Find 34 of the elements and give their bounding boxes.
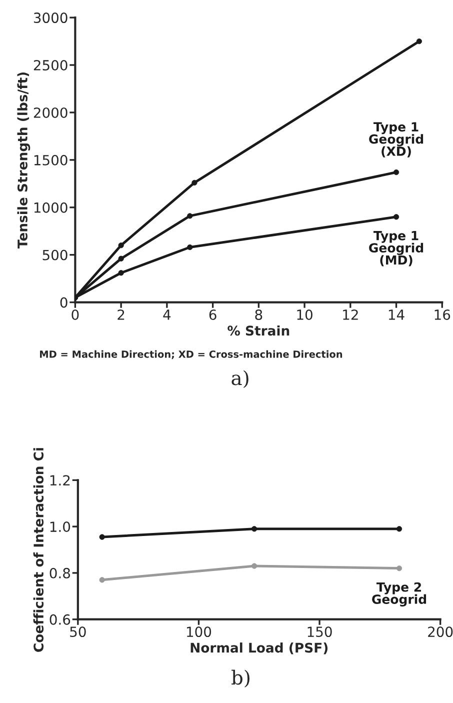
x-tick-label: 10 — [297, 309, 312, 320]
series-label: Type 2 Geogrid — [372, 582, 426, 606]
x-tick-label: 100 — [186, 626, 212, 638]
y-tick-label: 500 — [42, 250, 68, 260]
x-tick-label: 150 — [308, 626, 332, 638]
y-tick-label: 1.0 — [50, 522, 70, 532]
y-tick-label: 1000 — [34, 202, 68, 213]
x-tick-label: 4 — [163, 310, 171, 320]
x-tick-label: 6 — [209, 309, 216, 320]
text: b) — [232, 670, 250, 688]
x-tick-label: 14 — [388, 310, 404, 320]
series-label: Type 1 Geogrid (MD) — [369, 231, 424, 266]
x-axis-title: Normal Load (PSF) — [190, 642, 328, 654]
y-tick-label: 1.2 — [50, 475, 70, 486]
y-tick-label: 3000 — [34, 12, 68, 24]
y-tick-label: 2000 — [34, 107, 68, 118]
text: MD = Machine Direction; XD = Cross-machine Direction — [40, 350, 342, 360]
x-tick-label: 2 — [118, 309, 124, 320]
x-tick-label: 16 — [434, 309, 450, 320]
y-tick-label: 2500 — [34, 60, 68, 70]
x-tick-label: 50 — [70, 626, 86, 638]
text: a) — [232, 370, 248, 388]
x-tick-label: 200 — [428, 626, 453, 638]
y-axis-title: Tensile Strength (lbs/ft) — [17, 72, 30, 248]
x-tick-label: 0 — [72, 309, 79, 320]
y-tick-label: 0.6 — [50, 614, 70, 625]
y-tick-label: 0 — [60, 297, 68, 308]
y-tick-label: 1500 — [34, 154, 68, 166]
x-axis-title: % Strain — [228, 325, 290, 336]
y-axis-title: Coefficient of Interaction Ci — [33, 448, 44, 652]
series-label: Type 1 Geogrid (XD) — [369, 122, 424, 158]
x-tick-label: 12 — [343, 309, 358, 320]
y-tick-label: 0.8 — [50, 568, 70, 578]
x-tick-label: 8 — [255, 309, 262, 320]
